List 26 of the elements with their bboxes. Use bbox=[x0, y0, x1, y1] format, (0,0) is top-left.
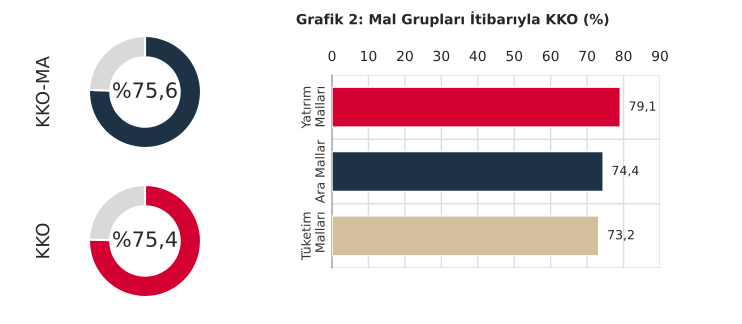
data-label: 79,1 bbox=[630, 101, 656, 112]
x-tick-label: 50 bbox=[506, 50, 522, 62]
x-tick-label: 70 bbox=[579, 50, 596, 62]
x-tick-label: 90 bbox=[652, 50, 668, 62]
x-tick-label: 20 bbox=[397, 50, 413, 62]
x-tick-label: 0 bbox=[328, 50, 336, 62]
y-tick-label: Tüketim Malları bbox=[301, 212, 325, 260]
x-tick-label: 30 bbox=[434, 50, 450, 62]
text: KKO bbox=[36, 224, 50, 258]
donut-slice bbox=[88, 34, 202, 150]
chart-title: Grafik 2: Mal Grupları İtibarıyla KKO (%) bbox=[296, 11, 608, 28]
data-label: 73,2 bbox=[608, 230, 634, 241]
donut-slice bbox=[88, 184, 202, 298]
bar bbox=[332, 215, 600, 256]
text: %75,6 bbox=[113, 82, 177, 100]
y-tick-label: Yatırım Malları bbox=[301, 86, 325, 129]
x-tick-label: 60 bbox=[542, 50, 559, 62]
x-tick-label: 10 bbox=[361, 50, 376, 62]
data-label: 74,4 bbox=[612, 166, 639, 176]
y-tick-label: Ara Mallar bbox=[315, 140, 325, 204]
x-tick-label: 80 bbox=[616, 50, 632, 62]
bar bbox=[332, 86, 621, 128]
text: KKO-MA bbox=[36, 56, 50, 126]
bar bbox=[332, 150, 604, 192]
x-tick-label: 40 bbox=[470, 50, 486, 62]
text: %75,4 bbox=[113, 231, 177, 250]
